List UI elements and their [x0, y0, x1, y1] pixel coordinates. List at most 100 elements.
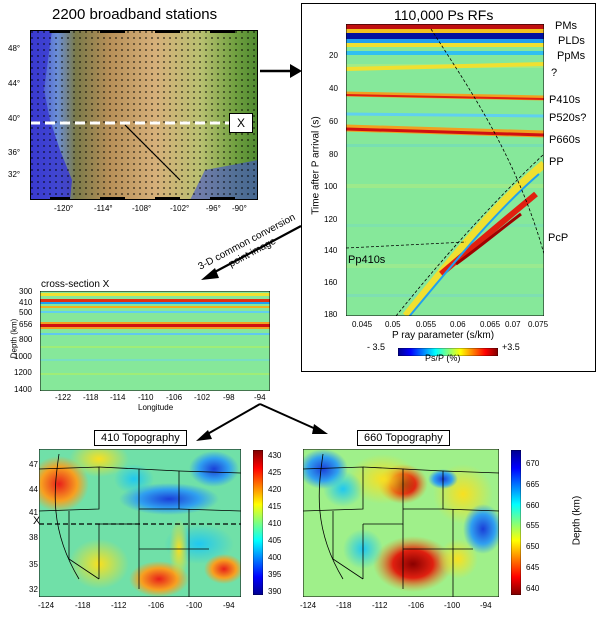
cbar-tick: 655	[526, 521, 540, 530]
rf-colorbar-max: +3.5	[502, 342, 520, 352]
topo410-colorbar	[252, 449, 264, 596]
x-tick: -110	[138, 393, 154, 402]
lon-tick: -100	[444, 601, 461, 610]
lat-tick: 38	[29, 533, 38, 542]
lon-tick: -118	[75, 601, 91, 610]
xsection-image	[39, 290, 271, 392]
xsection-title: cross-section X	[41, 279, 110, 290]
lat-tick: 48°	[8, 44, 21, 53]
x-tick: 0.07	[505, 320, 521, 329]
lat-tick: 41	[29, 508, 38, 517]
x-tick: 0.075	[528, 320, 549, 329]
lon-tick: -106	[408, 601, 425, 610]
x-tick: 0.055	[416, 320, 437, 329]
lat-tick: 47	[29, 460, 38, 469]
arrow-diagonal-icon	[201, 225, 302, 280]
label-pcp: PcP	[548, 232, 569, 244]
y-tick: 60	[329, 117, 338, 126]
x-tick: 0.045	[352, 320, 373, 329]
lon-tick: -124	[38, 601, 55, 610]
xsec-marker: X	[229, 113, 253, 133]
lon-tick: -96°	[206, 204, 221, 213]
label-q: ?	[551, 67, 558, 79]
x-tick: 0.065	[480, 320, 501, 329]
lon-tick: -118	[336, 601, 352, 610]
label-plds: PLDs	[558, 35, 585, 47]
x-tick: -102	[194, 393, 211, 402]
rf-colorbar-min: - 3.5	[367, 342, 386, 352]
rf-panel	[301, 3, 596, 372]
lat-tick: 32°	[8, 170, 21, 179]
label-ppms: PpMs	[557, 50, 586, 62]
lon-tick: -112	[372, 601, 388, 610]
lon-tick: -102°	[170, 204, 190, 213]
x-tick: -114	[110, 393, 126, 402]
cbar-tick: 400	[268, 553, 282, 562]
cbar-tick: 670	[526, 459, 540, 468]
label-pp410: Pp410s	[348, 254, 386, 266]
y-tick: 80	[329, 150, 338, 159]
cbar-tick: 645	[526, 563, 540, 572]
lon-tick: -106	[148, 601, 165, 610]
label-p410: P410s	[549, 94, 581, 106]
rf-colorbar	[397, 343, 499, 357]
rf-colorbar-label: Ps/P (%)	[425, 353, 461, 363]
rf-xlabel: P ray parameter (s/km)	[392, 330, 495, 341]
x-tick: -122	[55, 393, 72, 402]
stations-map	[29, 29, 259, 201]
y-tick: 1000	[14, 352, 32, 361]
y-tick: 300	[19, 287, 33, 296]
y-tick: 656	[19, 320, 33, 329]
cbar-tick: 665	[526, 480, 540, 489]
label-pp: PP	[549, 156, 564, 168]
cbar-tick: 660	[526, 501, 540, 510]
lon-tick: -114°	[94, 204, 113, 213]
lat-tick: 36°	[8, 148, 21, 157]
cbar-tick: 430	[268, 451, 282, 460]
x-tick: -118	[83, 393, 99, 402]
y-tick: 1200	[14, 368, 32, 377]
topo410-map	[29, 441, 244, 598]
cbar-tick: 420	[268, 485, 282, 494]
lon-tick: -112	[111, 601, 127, 610]
y-tick: 120	[324, 215, 338, 224]
y-tick: 160	[324, 278, 338, 287]
split-arrows-icon	[196, 403, 328, 441]
topo410-title: 410 Topography	[94, 430, 187, 446]
arrow-right-icon	[260, 64, 302, 78]
topo660-title: 660 Topography	[357, 430, 450, 446]
lat-tick: 32	[29, 585, 38, 594]
lon-tick: -94	[223, 601, 235, 610]
y-tick: 40	[329, 84, 338, 93]
cbar-tick: 410	[268, 519, 282, 528]
y-tick: 800	[19, 335, 33, 344]
y-tick: 180	[324, 310, 338, 319]
cbar-tick: 425	[268, 468, 282, 477]
lon-tick: -100	[186, 601, 203, 610]
label-pms: PMs	[555, 20, 577, 32]
cbar-tick: 390	[268, 587, 282, 596]
stations-title: 2200 broadband stations	[52, 6, 218, 23]
topo410-marker: X	[33, 515, 41, 527]
topo660-map	[298, 448, 503, 598]
topo660-colorbar	[510, 449, 522, 596]
cbar-tick: 415	[268, 502, 282, 511]
cbar-tick: 395	[268, 570, 282, 579]
label-p520: P520s?	[549, 112, 587, 124]
rf-image	[345, 23, 547, 325]
lat-tick: 40°	[8, 114, 21, 123]
x-tick: -98	[223, 393, 235, 402]
x-tick: 0.05	[385, 320, 401, 329]
y-tick: 20	[329, 51, 338, 60]
x-tick: 0.06	[450, 320, 466, 329]
label-p660: P660s	[549, 134, 581, 146]
y-tick: 140	[324, 246, 338, 255]
lon-tick: -90°	[232, 204, 247, 213]
lat-tick: 44	[29, 485, 38, 494]
y-tick: 100	[324, 182, 338, 191]
xsection-xlabel: Longitude	[138, 403, 174, 412]
lat-tick: 44°	[8, 79, 21, 88]
topo660-colorbar-label: Depth (km)	[571, 495, 583, 546]
x-tick: -106	[166, 393, 183, 402]
y-tick: 1400	[14, 385, 32, 394]
